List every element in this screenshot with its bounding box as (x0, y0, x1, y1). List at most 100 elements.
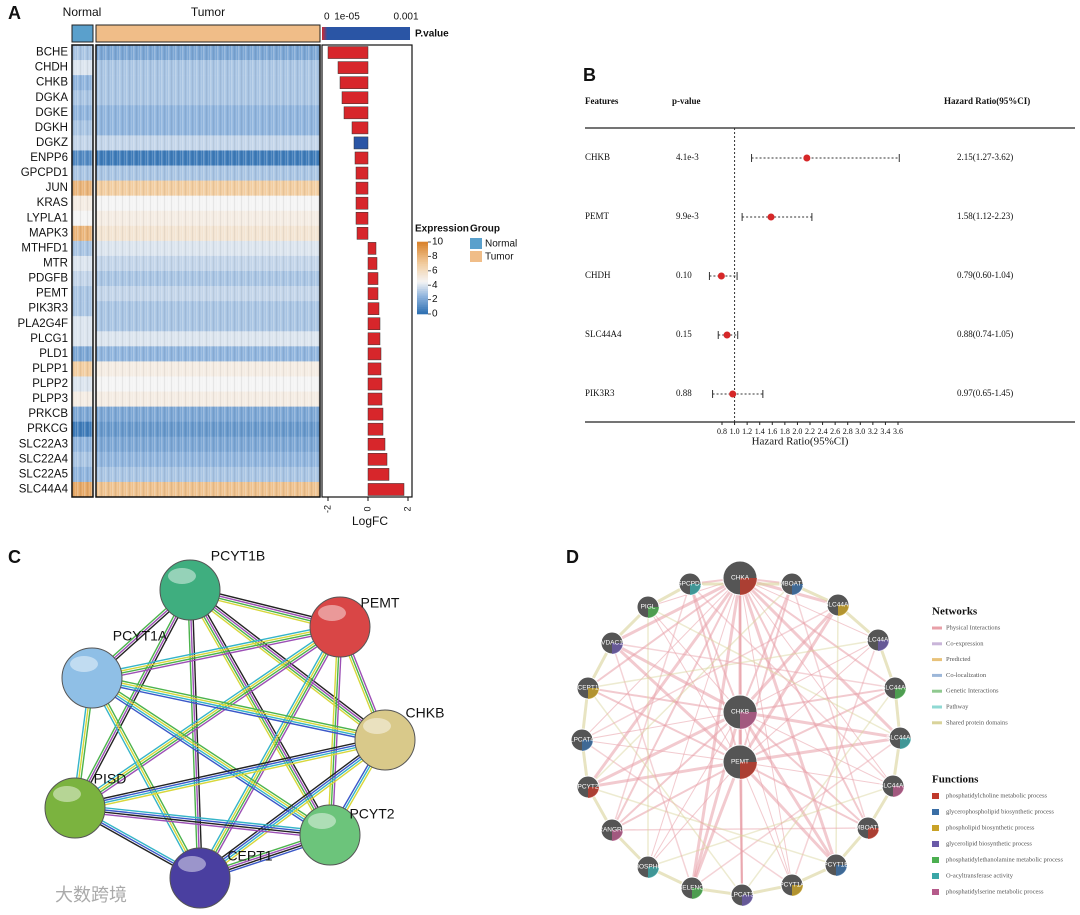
x-tick-label: 2.4 (818, 427, 828, 436)
legend-gradient (417, 284, 428, 288)
heatmap-cell (96, 255, 320, 272)
legend-gradient (417, 245, 428, 248)
edge (91, 678, 385, 742)
heatmap-cell (72, 165, 93, 181)
heatmap-cell (96, 376, 320, 392)
legend-tick-label: 10 (432, 237, 444, 248)
heatmap-cell (72, 316, 93, 332)
node-highlight (70, 656, 98, 672)
legend-swatch (932, 809, 939, 815)
edge (738, 760, 838, 867)
edge (72, 623, 339, 806)
heatmap-cell (96, 210, 320, 227)
x-tick-label: 3.6 (893, 427, 903, 436)
heatmap-cell (72, 225, 93, 242)
node-highlight (363, 718, 391, 734)
logfc-bar (327, 46, 369, 59)
node-label: RANGRF (598, 827, 625, 834)
logfc-bar (367, 407, 384, 421)
gene-label: JUN (46, 182, 68, 194)
legend-gradient (417, 293, 428, 297)
gene-label: DGKH (35, 122, 68, 134)
logfc-bar (367, 302, 380, 315)
edge (738, 576, 902, 740)
logfc-bar (367, 468, 390, 481)
node-annotation (582, 740, 593, 751)
edge (91, 625, 340, 678)
gene-label: SLC44A4 (19, 483, 69, 495)
edge (93, 676, 203, 878)
protein-node (61, 647, 123, 709)
edge (611, 761, 741, 831)
hr-label: 1.58(1.12-2.23) (957, 211, 1013, 221)
heatmap-cell (72, 331, 93, 347)
edge (189, 589, 201, 879)
edge (647, 606, 741, 763)
edge (611, 583, 691, 831)
node-annotation (836, 865, 847, 876)
node-annotation (588, 787, 599, 798)
legend-label: Pathway (946, 703, 969, 710)
edge (74, 589, 191, 809)
pvalue-tick-label: 1e-05 (334, 12, 360, 23)
heatmap-cell (96, 90, 320, 106)
gene-label: PLA2G4F (18, 318, 69, 330)
node-annotation (648, 867, 659, 878)
edge (739, 711, 793, 886)
gene-label: PLPP1 (32, 363, 68, 375)
edge (581, 739, 793, 886)
legend-tick-label: 8 (432, 251, 438, 262)
node-annotation (690, 584, 701, 595)
node-label: PCYT1B (211, 548, 265, 564)
edge (689, 583, 741, 713)
node-label: VDAC1 (601, 640, 623, 647)
legend-title: Functions (932, 774, 979, 786)
logfc-bar (355, 181, 369, 195)
heatmap-cell (96, 346, 320, 362)
legend-tick-label: 4 (432, 280, 438, 291)
legend-gradient (417, 265, 428, 268)
node-label: PCYT2 (578, 784, 599, 791)
edge (791, 583, 869, 829)
edge (647, 761, 741, 868)
logfc-bar (356, 227, 369, 240)
node-annotation (792, 885, 803, 896)
gene-label: DGKE (35, 107, 68, 119)
heatmap-cell (72, 180, 93, 196)
node-label: SLC44A4 (886, 735, 914, 742)
legend-label: Co-expression (946, 640, 984, 647)
watermark: 大数跨境 (55, 885, 127, 905)
edge (741, 687, 896, 896)
edge (739, 761, 894, 787)
edge (581, 739, 741, 763)
edge (581, 577, 741, 741)
heatmap-cell (96, 165, 320, 181)
heatmap-cell (72, 240, 93, 257)
legend-gradient (417, 302, 428, 306)
edge (739, 639, 879, 763)
legend-gradient (417, 254, 428, 257)
node-annotation (742, 895, 753, 906)
legend-gradient (417, 268, 428, 272)
logfc-bar (337, 61, 369, 74)
gene-label: PLD1 (39, 348, 68, 360)
edge (739, 583, 793, 763)
edge (187, 590, 199, 879)
edge (739, 710, 901, 740)
logfc-bar (367, 257, 378, 270)
node-label: LPCAT4 (570, 737, 594, 744)
legend-label: Co-localization (946, 672, 987, 679)
heatmap-cell (72, 120, 93, 136)
node-label: PIGL (641, 604, 656, 611)
heatmap-cell (96, 481, 320, 498)
group-bar (95, 24, 321, 43)
legend-label: Shared protein domains (946, 719, 1008, 726)
heatmap-cell (72, 421, 93, 438)
heatmap-cell (96, 180, 320, 196)
legend-label: Tumor (485, 252, 514, 263)
heatmap-cell (72, 150, 93, 166)
edge (581, 604, 839, 741)
edge (74, 738, 385, 808)
node-label: CEPT1 (578, 685, 599, 692)
edge (587, 583, 793, 788)
